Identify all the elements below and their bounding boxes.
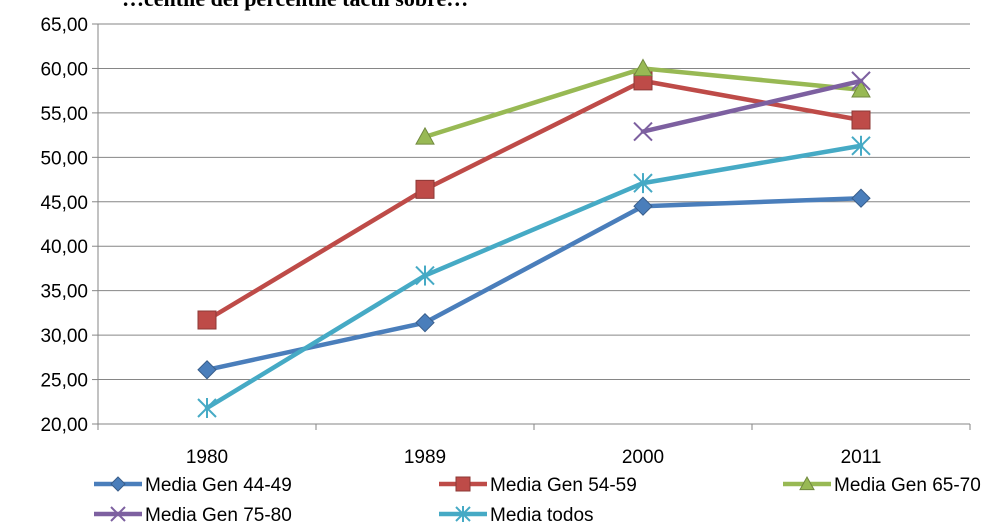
data-point-media-gen-54-59 (197, 310, 217, 330)
legend-label: Media Gen 75-80 (145, 505, 292, 523)
y-tick-label: 20,00 (40, 415, 88, 436)
legend-label: Media Gen 65-70 (834, 475, 981, 496)
data-point-media-gen-65-70 (415, 126, 435, 145)
y-tick-label: 35,00 (40, 282, 88, 303)
data-point-media-gen-65-70 (851, 79, 871, 98)
legend-marker (110, 506, 126, 522)
data-point-media-gen-65-70 (633, 58, 653, 77)
series-line-media-todos (204, 143, 864, 411)
legend: Media Gen 44-49 Media Gen 54-59 Media Gen … (94, 475, 981, 523)
x-tick-label: 1980 (186, 447, 228, 468)
legend-label: Media Gen 54-59 (490, 475, 637, 496)
legend-label: Media todos (490, 505, 594, 523)
x-tick-labels: 1980 1989 2000 2011 (186, 447, 882, 468)
data-point-media-gen-44-49 (197, 360, 217, 380)
y-tick-label: 45,00 (40, 193, 88, 214)
data-point-media-todos (415, 265, 435, 286)
y-tick-label: 55,00 (40, 104, 88, 125)
series-lines (197, 58, 871, 418)
y-tick-label: 60,00 (40, 59, 88, 80)
data-point-media-gen-54-59 (851, 110, 871, 130)
series-line-media-gen-54-59 (204, 78, 864, 323)
x-tick-label: 1989 (404, 447, 446, 468)
data-point-media-gen-44-49 (633, 196, 653, 216)
y-tick-labels: 20,00 25,00 30,00 35,00 40,00 45,00 50,00 55,00… (40, 15, 88, 436)
axes (92, 23, 971, 430)
legend-marker (455, 476, 471, 492)
legend-label: Media Gen 44-49 (145, 475, 292, 496)
legend-item-media-gen-54-59: Media Gen 54-59 (439, 475, 637, 496)
legend-marker (799, 475, 815, 491)
y-tick-label: 50,00 (40, 148, 88, 169)
legend-item-media-gen-65-70: Media Gen 65-70 (783, 475, 981, 496)
legend-item-media-gen-75-80: Media Gen 75-80 (94, 505, 292, 523)
data-point-media-gen-75-80 (851, 71, 871, 91)
y-tick-label: 40,00 (40, 237, 88, 258)
y-tick-label: 25,00 (40, 371, 88, 392)
legend-item-media-todos: Media todos (439, 505, 594, 523)
data-point-media-todos (197, 398, 217, 418)
y-tick-label: 65,00 (40, 15, 88, 36)
data-point-media-gen-44-49 (851, 188, 871, 208)
data-point-media-gen-44-49 (415, 312, 435, 333)
y-tick-label: 30,00 (40, 326, 88, 347)
series-line-media-gen-44-49 (204, 195, 864, 373)
data-point-media-todos (851, 135, 871, 156)
gridlines (98, 23, 970, 381)
chart-title: …centile del percentile táctil sobre… (122, 0, 468, 11)
x-tick-label: 2000 (622, 447, 664, 468)
legend-marker (110, 476, 126, 492)
x-tick-label: 2011 (841, 447, 882, 468)
legend-item-media-gen-44-49: Media Gen 44-49 (94, 475, 292, 496)
legend-marker (455, 506, 471, 522)
data-point-media-todos (633, 173, 653, 194)
data-point-media-gen-54-59 (415, 179, 435, 199)
data-point-media-gen-75-80 (633, 121, 653, 142)
series-line-media-gen-75-80 (640, 78, 864, 134)
